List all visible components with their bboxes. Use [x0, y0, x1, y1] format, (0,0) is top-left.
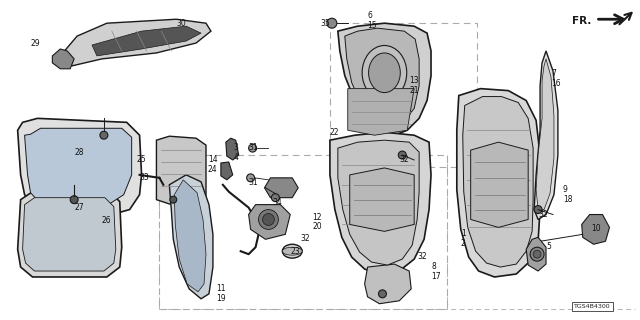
Ellipse shape — [259, 210, 278, 229]
Text: 12: 12 — [312, 212, 321, 221]
Circle shape — [100, 131, 108, 139]
Text: 30: 30 — [176, 19, 186, 28]
Text: 11: 11 — [216, 284, 225, 293]
Text: 31: 31 — [248, 178, 259, 187]
Polygon shape — [18, 118, 141, 214]
Text: 10: 10 — [591, 224, 601, 233]
Polygon shape — [463, 97, 533, 267]
Text: 27: 27 — [74, 203, 84, 212]
Text: 21: 21 — [409, 86, 419, 95]
Text: 32: 32 — [417, 252, 427, 261]
Polygon shape — [248, 204, 291, 239]
Polygon shape — [457, 89, 540, 277]
Polygon shape — [18, 192, 122, 277]
Circle shape — [378, 290, 387, 298]
Circle shape — [70, 196, 78, 204]
Text: 28: 28 — [74, 148, 84, 157]
Text: 32: 32 — [538, 210, 548, 219]
Polygon shape — [22, 198, 116, 271]
Polygon shape — [534, 51, 558, 220]
Polygon shape — [330, 132, 431, 274]
Text: 17: 17 — [431, 272, 441, 281]
Bar — [159, 155, 447, 309]
Text: TGS4B4300: TGS4B4300 — [574, 304, 611, 309]
Circle shape — [534, 206, 542, 213]
Text: 14: 14 — [208, 155, 218, 164]
Ellipse shape — [362, 45, 407, 100]
Polygon shape — [221, 162, 233, 180]
Text: 20: 20 — [312, 222, 322, 231]
Text: 32: 32 — [399, 155, 409, 164]
Text: 4: 4 — [234, 153, 239, 162]
Text: 33: 33 — [140, 173, 149, 182]
Circle shape — [248, 144, 257, 152]
Polygon shape — [348, 89, 414, 135]
Text: 31: 31 — [248, 143, 259, 152]
Text: 3: 3 — [234, 143, 239, 152]
Text: 35: 35 — [320, 19, 330, 28]
Circle shape — [327, 18, 337, 28]
Text: FR.: FR. — [572, 16, 591, 26]
Polygon shape — [264, 178, 298, 198]
Polygon shape — [92, 26, 201, 56]
Bar — [330, 23, 477, 167]
Text: 16: 16 — [551, 79, 561, 88]
Polygon shape — [226, 138, 239, 160]
Text: 29: 29 — [31, 39, 40, 48]
Ellipse shape — [262, 213, 275, 225]
Polygon shape — [526, 237, 546, 271]
Polygon shape — [582, 214, 609, 244]
Polygon shape — [52, 49, 74, 69]
Circle shape — [533, 250, 541, 258]
Polygon shape — [345, 28, 419, 127]
Text: 8: 8 — [431, 262, 436, 271]
Circle shape — [246, 174, 255, 182]
Polygon shape — [338, 23, 431, 135]
Text: 24: 24 — [208, 165, 218, 174]
Text: 34: 34 — [273, 198, 282, 207]
Polygon shape — [174, 180, 206, 292]
Text: 5: 5 — [546, 242, 551, 251]
Polygon shape — [170, 175, 213, 299]
Polygon shape — [365, 264, 412, 304]
Text: 13: 13 — [409, 76, 419, 85]
Text: 2: 2 — [461, 239, 465, 248]
Text: 18: 18 — [563, 195, 572, 204]
Polygon shape — [349, 168, 414, 231]
Polygon shape — [536, 59, 554, 210]
Text: 23: 23 — [291, 247, 300, 256]
Polygon shape — [338, 140, 419, 265]
Ellipse shape — [369, 53, 400, 92]
Circle shape — [271, 194, 279, 202]
Text: 6: 6 — [367, 11, 372, 20]
Text: 7: 7 — [551, 69, 556, 78]
Polygon shape — [156, 136, 206, 210]
Text: 1: 1 — [461, 229, 465, 238]
Circle shape — [170, 196, 177, 203]
Ellipse shape — [282, 247, 302, 255]
Polygon shape — [470, 142, 528, 228]
Text: 19: 19 — [216, 294, 225, 303]
Text: 32: 32 — [300, 234, 310, 243]
Text: 15: 15 — [367, 21, 377, 30]
Circle shape — [398, 151, 406, 159]
Text: 25: 25 — [136, 155, 146, 164]
Text: 26: 26 — [102, 215, 111, 225]
Polygon shape — [60, 19, 211, 66]
Ellipse shape — [282, 244, 302, 258]
Text: 22: 22 — [330, 128, 339, 137]
Circle shape — [530, 247, 544, 261]
Polygon shape — [24, 128, 132, 204]
Text: 9: 9 — [563, 185, 568, 194]
